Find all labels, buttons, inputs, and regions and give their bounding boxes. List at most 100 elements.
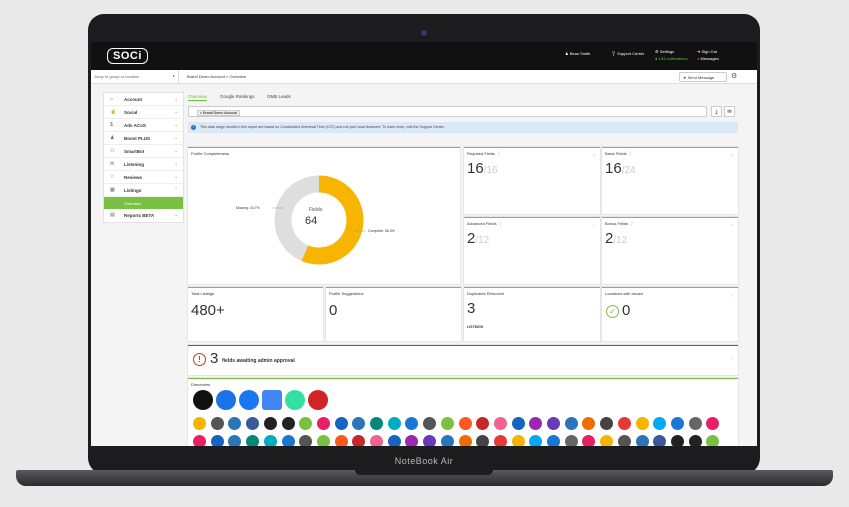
card-title: Locations with Issues [605,291,644,296]
required-fields-card[interactable]: Required Fields ❔ 16/16 › [464,147,600,214]
yelp-icon [308,390,328,410]
sidebar-item-ads[interactable]: $ Ads ACoS ⌄ [104,119,183,132]
sidebar-item-label: Reports BETA [124,213,155,218]
directory-logo-icon [440,435,454,446]
profile-suggestions-card[interactable]: Profile Suggestions 0 [326,287,461,341]
gear-icon[interactable]: ⚙ [731,73,738,80]
sidebar-item-boost[interactable]: ♟ Boost PLUS ⌄ [104,132,183,145]
thumbs-up-icon: ☝ [110,109,117,115]
sidebar-item-reports[interactable]: ▤ Reports BETA ⌄ [104,209,183,222]
chevron-right-icon: › [592,222,595,229]
directory-logo-icon [210,435,224,446]
total-listings-card[interactable]: Total Listings 480+ [188,287,323,341]
directory-logo-icon [617,417,631,430]
fields-value-wrap: 2/12 [467,230,489,247]
sidebar-item-reviews[interactable]: ☆ Reviews ⌄ [104,171,183,184]
directory-logo-icon [600,435,614,446]
filter-chip[interactable]: × Brand Demo Account [197,110,241,116]
soci-logo[interactable]: SOCi [107,48,148,64]
chat-icon: ⚇ [110,148,115,154]
download-icon[interactable]: ⤓ [711,106,722,117]
camera-icon [421,30,427,36]
directory-logo-icon [299,435,313,446]
directories-card: Directories [188,378,738,446]
sidebar-item-listings[interactable]: ▦ Listings ⌃ [104,184,183,197]
send-message-button[interactable]: ➤ Send Message [679,72,727,82]
directory-logo-icon [316,417,330,430]
chevron-down-icon: ⌄ [174,148,178,153]
basic-fields-card[interactable]: Basic Fields ❔ 16/24 › [602,147,738,214]
donut-chart [272,175,366,265]
directory-logo-icon [653,435,667,446]
home-icon: ⌂ [110,96,114,102]
email-icon[interactable]: ✉ [724,106,735,117]
directory-logo-icon [246,435,260,446]
fields-value: 16 [467,160,484,177]
chevron-right-icon: › [730,292,733,299]
info-banner: i This data range results in this report … [188,122,738,133]
directory-logo-icon [458,435,472,446]
card-title: Advanced Fields [467,221,497,226]
screen: SOCi ♟ Beau Smith ❔ Support Center ⚙ Set… [91,42,757,446]
sidebar-item-smartbot[interactable]: ⚇ SmartBot ⌄ [104,145,183,158]
directory-logo-icon [493,435,507,446]
fields-value: 16 [605,160,622,177]
approval-banner[interactable]: ! 3 fields awaiting admin approval › [188,345,738,375]
stat-subtitle: LISTINGS [467,325,484,329]
support-link[interactable]: ❔ Support Center [611,51,645,56]
stat-value: 480+ [191,302,225,319]
sidebar-subitem-overview[interactable]: Overview [104,197,183,209]
card-title-wrap: Basic Fields ❔ [605,151,633,156]
stat-value: 0 [329,302,338,319]
directory-logo-icon [387,435,401,446]
directory-logo-icon [564,435,578,446]
tab-google-rankings[interactable]: Google Rankings [220,94,255,99]
directory-logo-icon [423,417,437,430]
directory-logo-icon [688,435,702,446]
card-title: Bonus Fields [605,221,629,226]
sidebar-item-label: Boost PLUS [124,136,151,141]
sidebar-item-listening[interactable]: ✉ Listening ⌄ [104,158,183,171]
info-icon: ❔ [497,221,503,226]
card-title-wrap: Bonus Fields ❔ [605,221,634,226]
card-title: Required Fields [467,151,496,156]
messages-label: Messages [700,56,719,61]
card-title: Profile Suggestions [329,291,364,296]
sidebar-item-account[interactable]: ⌂ Account ⌄ [104,93,183,106]
approval-text: fields awaiting admin approval [222,358,295,364]
sidebar-item-social[interactable]: ☝ Social ⌄ [104,106,183,119]
duplicates-removed-card[interactable]: Duplicates Removed 3 LISTINGS [464,287,600,341]
directory-logo-icon [334,435,348,446]
messages-badge-icon: ● [697,56,700,61]
notifications-link[interactable]: ● 133 notifications [655,56,688,61]
directory-logo-icon [476,417,490,430]
locations-with-issues-card[interactable]: Locations with Issues ✓ 0 › [602,287,738,341]
directory-logo-icon [440,417,454,430]
breadcrumb: Brand Demo Account > Overview [187,74,247,79]
directory-logo-icon [352,435,366,446]
advanced-fields-card[interactable]: Advanced Fields ❔ 2/12 › [464,217,600,284]
stat-value: 0 [622,302,631,319]
fields-value-wrap: 16/24 [605,160,636,177]
card-title: Directories [191,382,211,387]
missing-label: Missing: 43.7% [236,206,260,210]
filter-input[interactable]: × Brand Demo Account [188,106,707,117]
tab-gmb-leads[interactable]: GMB Leads [267,94,291,99]
directory-logo-icon [246,417,260,430]
signout-link[interactable]: ➜ Sign Out [697,49,718,54]
sidebar-item-label: Listening [124,162,144,167]
chevron-right-icon: › [730,355,733,362]
fields-value: 2 [605,230,614,247]
jump-to-input[interactable]: Jump to group or location ▸ [91,70,179,83]
directory-logo-icon [493,417,507,430]
top-navbar: SOCi ♟ Beau Smith ❔ Support Center ⚙ Set… [91,42,757,70]
directory-logo-icon [582,417,596,430]
bonus-fields-card[interactable]: Bonus Fields ❔ 2/12 › [602,217,738,284]
settings-link[interactable]: ⚙ Settings [655,49,675,54]
user-menu[interactable]: ♟ Beau Smith [565,51,591,56]
sidebar-item-label: Ads ACoS [124,123,146,128]
messages-link[interactable]: ● Messages [697,56,719,61]
chevron-down-icon: ⌄ [174,109,178,114]
fields-denominator: /16 [483,165,498,176]
tab-overview[interactable]: Overview [188,94,207,101]
